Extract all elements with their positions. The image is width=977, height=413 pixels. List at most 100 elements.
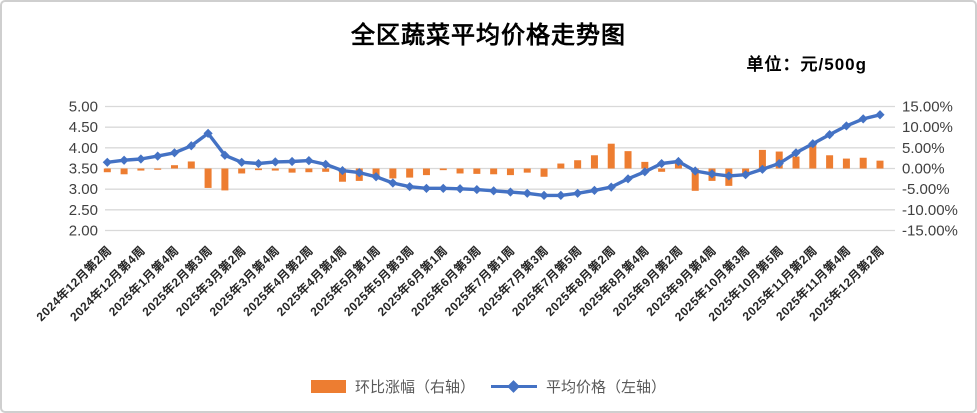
legend-item-bar-series: 环比涨幅（右轴）: [310, 376, 475, 397]
bar: [473, 168, 481, 174]
diamond-marker-icon: [136, 154, 146, 164]
bar: [322, 168, 330, 172]
diamond-marker-icon: [220, 150, 230, 160]
diamond-marker-icon: [321, 159, 331, 169]
diamond-marker-icon: [757, 164, 768, 174]
legend-line-label: 平均价格（左轴）: [546, 379, 667, 396]
bar: [389, 168, 397, 179]
diamond-marker-icon: [421, 183, 432, 193]
diamond-marker-icon: [522, 188, 532, 198]
diamond-marker-icon: [186, 141, 196, 151]
y-axis-right-labels: 15.00% 10.00% 5.00% 0.00% -5.00% -10.00% -15.0…: [902, 99, 958, 240]
bar: [288, 168, 296, 173]
bar-series-swatch-icon: [310, 380, 346, 393]
chart-title: 全区蔬菜平均价格走势图: [351, 22, 626, 49]
y-axis-right-tick: 5.00%: [902, 140, 945, 157]
bar: [809, 144, 817, 169]
bar: [439, 168, 447, 171]
diamond-marker-icon: [505, 187, 516, 197]
bar: [221, 168, 229, 191]
bar: [271, 168, 279, 171]
bar: [641, 161, 649, 169]
y-axis-left-tick: 5.00: [69, 99, 98, 116]
y-axis-left-tick: 3.00: [69, 181, 98, 198]
diamond-marker-icon: [119, 155, 129, 165]
diamond-marker-icon: [858, 114, 868, 124]
y-axis-right-tick: 10.00%: [902, 119, 953, 136]
diamond-marker-icon: [774, 158, 784, 169]
bar: [624, 151, 632, 169]
bar: [506, 168, 514, 176]
diamond-marker-icon: [304, 156, 314, 166]
bar: [540, 168, 548, 177]
diamond-marker-icon: [270, 157, 280, 167]
diamond-marker-icon: [791, 148, 801, 158]
bar: [238, 168, 246, 174]
diamond-marker-icon: [489, 186, 499, 196]
bar: [137, 168, 145, 171]
y-axis-left-tick: 3.50: [69, 161, 98, 178]
diamond-marker-icon: [539, 190, 549, 200]
bar: [120, 168, 128, 175]
diamond-marker-icon: [438, 183, 448, 193]
bar: [590, 155, 598, 169]
diamond-marker-icon: [237, 157, 247, 167]
bar: [758, 149, 766, 169]
price-line-series: [102, 110, 885, 200]
diamond-marker-icon: [724, 171, 734, 181]
diamond-marker-icon: [741, 170, 751, 180]
bar: [826, 155, 834, 169]
diamond-marker-icon: [841, 121, 852, 131]
diamond-marker-icon: [657, 158, 667, 169]
bar: [691, 168, 699, 191]
y-axis-left-tick: 2.00: [69, 223, 98, 240]
bar: [574, 160, 582, 169]
bar: [154, 168, 162, 170]
bar: [406, 168, 414, 178]
y-axis-left-tick: 4.50: [69, 119, 98, 136]
bar: [490, 168, 498, 175]
diamond-marker-icon: [673, 156, 684, 167]
bar: [103, 168, 111, 173]
diamond-marker-icon: [808, 139, 818, 149]
diamond-marker-icon: [455, 184, 465, 194]
diamond-marker-icon: [825, 130, 835, 140]
bar: [305, 168, 313, 173]
y-axis-right-tick: -15.00%: [902, 223, 958, 240]
bar: [658, 168, 666, 172]
diamond-marker-icon: [153, 151, 163, 161]
bar: [842, 158, 850, 169]
bar: [876, 160, 884, 169]
diamond-marker-icon: [556, 190, 566, 200]
line-series-swatch-icon: [491, 380, 537, 393]
diamond-marker-icon: [690, 166, 700, 176]
bar: [557, 163, 565, 169]
bar: [792, 156, 800, 169]
y-axis-left-tick: 2.50: [69, 202, 98, 219]
bar: [422, 168, 430, 176]
bar: [859, 157, 867, 169]
bar: [204, 168, 212, 188]
diamond-marker-icon: [707, 169, 717, 179]
diamond-marker-icon: [623, 174, 633, 184]
y-axis-right-tick: -5.00%: [902, 181, 950, 198]
diamond-marker-icon: [405, 182, 415, 192]
diamond-marker-icon: [203, 128, 213, 138]
diamond-marker-icon: [589, 185, 600, 196]
diamond-marker-icon: [507, 380, 520, 393]
diamond-marker-icon: [388, 178, 398, 188]
diamond-marker-icon: [875, 110, 885, 120]
diamond-marker-icon: [287, 156, 297, 167]
y-axis-right-tick: -10.00%: [902, 202, 958, 219]
bar: [187, 161, 195, 169]
bar: [607, 143, 615, 169]
diamond-marker-icon: [640, 167, 650, 177]
diamond-marker-icon: [606, 182, 616, 192]
legend-bar-label: 环比涨幅（右轴）: [354, 379, 475, 396]
diamond-marker-icon: [354, 168, 364, 178]
y-axis-right-tick: 15.00%: [902, 99, 953, 116]
y-axis-right-tick: 0.00%: [902, 161, 945, 178]
bar: [170, 165, 178, 169]
